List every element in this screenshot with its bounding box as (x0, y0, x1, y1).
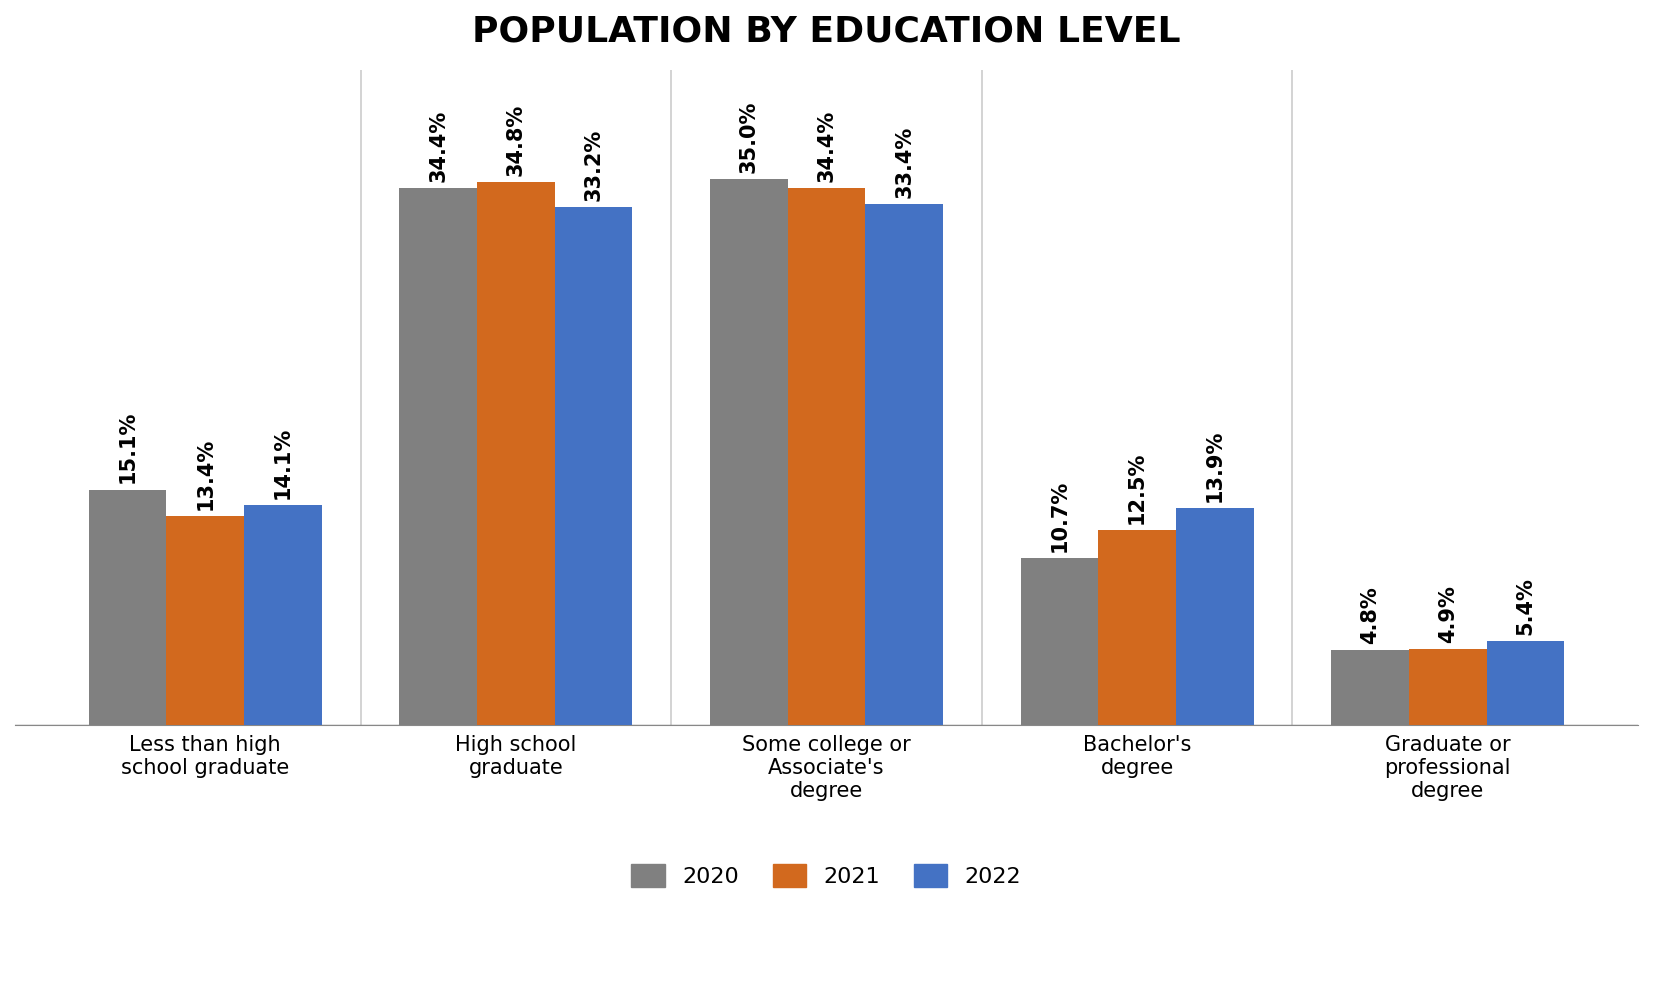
Text: 33.4%: 33.4% (894, 125, 914, 198)
Bar (245, 505, 322, 725)
Bar (167, 516, 245, 725)
Bar (711, 179, 788, 725)
Bar (555, 208, 633, 725)
Legend: 2020, 2021, 2022: 2020, 2021, 2022 (620, 853, 1033, 898)
Text: 13.4%: 13.4% (195, 438, 215, 510)
Bar (1486, 641, 1564, 725)
Text: 4.9%: 4.9% (1438, 585, 1458, 642)
Bar (1098, 530, 1175, 725)
Title: POPULATION BY EDUCATION LEVEL: POPULATION BY EDUCATION LEVEL (473, 15, 1180, 49)
Bar (1331, 650, 1408, 725)
Text: 15.1%: 15.1% (117, 411, 137, 484)
Text: 5.4%: 5.4% (1516, 577, 1536, 635)
Bar (400, 189, 478, 725)
Text: 13.9%: 13.9% (1205, 430, 1225, 502)
Text: 10.7%: 10.7% (1050, 480, 1069, 552)
Text: 14.1%: 14.1% (273, 427, 293, 499)
Text: 34.8%: 34.8% (506, 103, 526, 176)
Bar (865, 204, 942, 725)
Text: 34.4%: 34.4% (428, 110, 448, 182)
Text: 12.5%: 12.5% (1127, 452, 1147, 524)
Bar (478, 182, 555, 725)
Text: 34.4%: 34.4% (817, 110, 836, 182)
Bar (1175, 508, 1253, 725)
Text: 4.8%: 4.8% (1360, 587, 1380, 644)
Text: 35.0%: 35.0% (739, 100, 759, 173)
Bar (89, 490, 167, 725)
Bar (1408, 648, 1486, 725)
Bar (1020, 558, 1098, 725)
Bar (788, 189, 865, 725)
Text: 33.2%: 33.2% (584, 129, 603, 201)
